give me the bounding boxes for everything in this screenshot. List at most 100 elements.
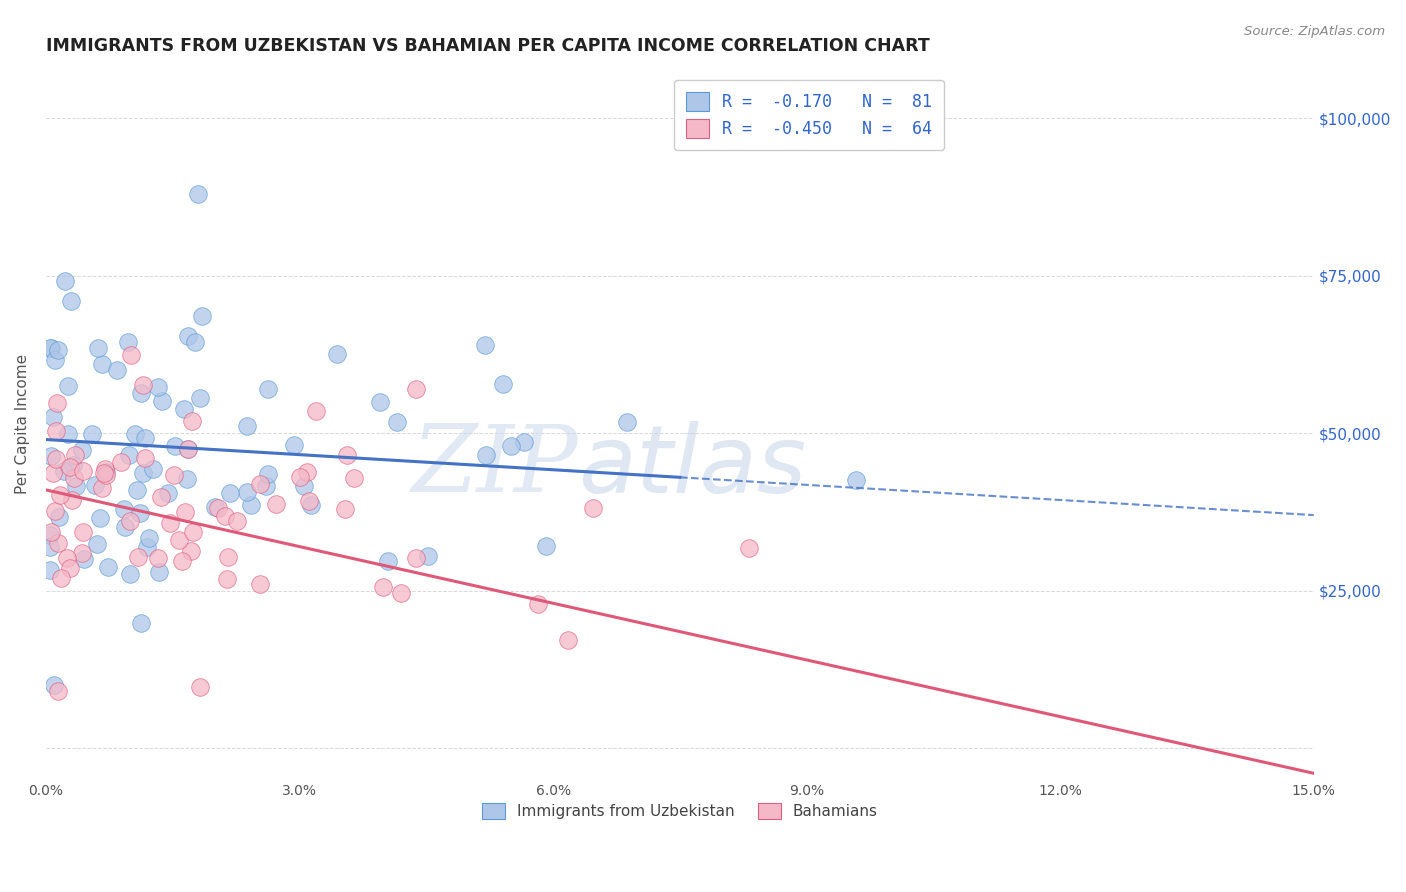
Point	[39, 524, 62, 539]
Point	[416, 549, 439, 563]
Point	[333, 502, 356, 516]
Point	[94, 462, 117, 476]
Point	[215, 572, 238, 586]
Point	[41, 341, 63, 355]
Point	[299, 498, 322, 512]
Point	[149, 490, 172, 504]
Point	[187, 186, 209, 201]
Point	[72, 525, 94, 540]
Point	[114, 520, 136, 534]
Point	[45, 451, 67, 466]
Point	[62, 458, 84, 472]
Point	[112, 502, 135, 516]
Point	[65, 479, 87, 493]
Point	[239, 498, 262, 512]
Point	[534, 539, 557, 553]
Point	[249, 576, 271, 591]
Point	[513, 434, 536, 449]
Point	[39, 563, 62, 577]
Point	[96, 465, 118, 479]
Point	[336, 448, 359, 462]
Point	[257, 382, 280, 396]
Point	[129, 506, 152, 520]
Point	[60, 493, 83, 508]
Point	[127, 550, 149, 565]
Point	[389, 586, 412, 600]
Point	[225, 515, 247, 529]
Point	[142, 462, 165, 476]
Point	[93, 467, 115, 481]
Point	[264, 497, 287, 511]
Point	[188, 680, 211, 694]
Point	[49, 571, 72, 585]
Point	[343, 471, 366, 485]
Point	[105, 363, 128, 377]
Point	[46, 683, 69, 698]
Point	[181, 414, 204, 428]
Point	[368, 395, 391, 409]
Point	[117, 335, 139, 350]
Point	[288, 470, 311, 484]
Point	[129, 616, 152, 631]
Point	[48, 509, 70, 524]
Point	[298, 493, 321, 508]
Point	[474, 338, 496, 352]
Point	[44, 503, 66, 517]
Point	[249, 477, 271, 491]
Point	[236, 485, 259, 500]
Point	[181, 525, 204, 540]
Point	[146, 551, 169, 566]
Point	[46, 396, 69, 410]
Point	[132, 378, 155, 392]
Point	[582, 500, 605, 515]
Point	[292, 479, 315, 493]
Point	[176, 442, 198, 457]
Text: Source: ZipAtlas.com: Source: ZipAtlas.com	[1244, 25, 1385, 38]
Point	[146, 380, 169, 394]
Point	[70, 443, 93, 458]
Point	[499, 439, 522, 453]
Point	[91, 357, 114, 371]
Point	[59, 561, 82, 575]
Point	[86, 536, 108, 550]
Point	[616, 415, 638, 429]
Point	[42, 410, 65, 425]
Point	[475, 448, 498, 462]
Point	[49, 488, 72, 502]
Point	[157, 486, 180, 500]
Point	[148, 565, 170, 579]
Point	[326, 347, 349, 361]
Point	[62, 471, 84, 485]
Point	[845, 474, 868, 488]
Point	[118, 515, 141, 529]
Point	[492, 376, 515, 391]
Point	[41, 466, 63, 480]
Point	[283, 438, 305, 452]
Point	[84, 478, 107, 492]
Point	[134, 431, 156, 445]
Point	[127, 483, 149, 498]
Point	[91, 482, 114, 496]
Point	[87, 341, 110, 355]
Point	[219, 486, 242, 500]
Point	[184, 335, 207, 350]
Point	[44, 678, 66, 692]
Point	[56, 551, 79, 566]
Point	[134, 451, 156, 466]
Point	[405, 551, 427, 566]
Point	[97, 560, 120, 574]
Point	[53, 464, 76, 478]
Point	[191, 309, 214, 323]
Point	[177, 329, 200, 343]
Point	[170, 554, 193, 568]
Point	[136, 540, 159, 554]
Point	[235, 418, 257, 433]
Point	[132, 466, 155, 480]
Point	[297, 465, 319, 479]
Point	[65, 448, 87, 462]
Text: atlas: atlas	[578, 421, 807, 512]
Point	[177, 442, 200, 456]
Point	[58, 459, 80, 474]
Point	[39, 528, 62, 542]
Point	[173, 401, 195, 416]
